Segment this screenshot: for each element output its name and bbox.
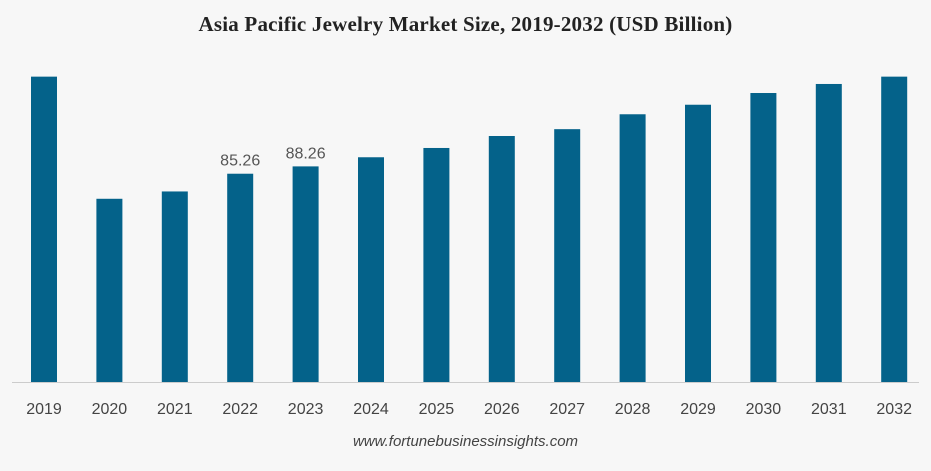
bar-2024 xyxy=(358,157,384,382)
bar-2026 xyxy=(488,136,515,382)
bar-2019 xyxy=(31,76,57,383)
x-tick-label-2023: 2023 xyxy=(288,401,324,418)
value-labels-group: 85.26 88.26 xyxy=(220,145,326,169)
bar-2028 xyxy=(619,114,646,383)
bar-2027 xyxy=(554,129,581,382)
bar-2022 xyxy=(227,173,254,382)
x-tick-label-2020: 2020 xyxy=(92,401,128,418)
x-tick-label-2026: 2026 xyxy=(484,401,520,418)
x-tick-label-2029: 2029 xyxy=(680,401,716,418)
bars-group xyxy=(31,76,908,383)
x-tick-label-2021: 2021 xyxy=(157,401,193,418)
data-label-2023: 88.26 xyxy=(286,145,326,162)
x-tick-label-2024: 2024 xyxy=(353,401,389,418)
bar-2029 xyxy=(685,104,711,382)
source-text: www.fortunebusinessinsights.com xyxy=(352,433,579,450)
x-tick-label-2032: 2032 xyxy=(876,401,912,418)
bar-2031 xyxy=(815,83,842,382)
bar-2021 xyxy=(161,191,188,382)
bar-2020 xyxy=(96,198,123,382)
x-tick-label-2030: 2030 xyxy=(746,401,782,418)
x-tick-label-2022: 2022 xyxy=(222,401,258,418)
x-tick-label-2027: 2027 xyxy=(549,401,585,418)
bar-2032 xyxy=(881,76,908,383)
x-tick-labels-group: 2019 2020 2021 2022 2023 2024 2025 2026 2027 2028… xyxy=(26,401,912,418)
bar-2023 xyxy=(292,166,319,382)
bar-2030 xyxy=(750,93,777,382)
x-tick-label-2028: 2028 xyxy=(615,401,651,418)
data-label-2022: 85.26 xyxy=(220,153,260,170)
bar-2025 xyxy=(423,147,450,382)
x-tick-label-2031: 2031 xyxy=(811,401,847,418)
x-tick-label-2019: 2019 xyxy=(26,401,62,418)
chart-title: Asia Pacific Jewelry Market Size, 2019-2… xyxy=(198,12,733,36)
x-tick-label-2025: 2025 xyxy=(419,401,455,418)
